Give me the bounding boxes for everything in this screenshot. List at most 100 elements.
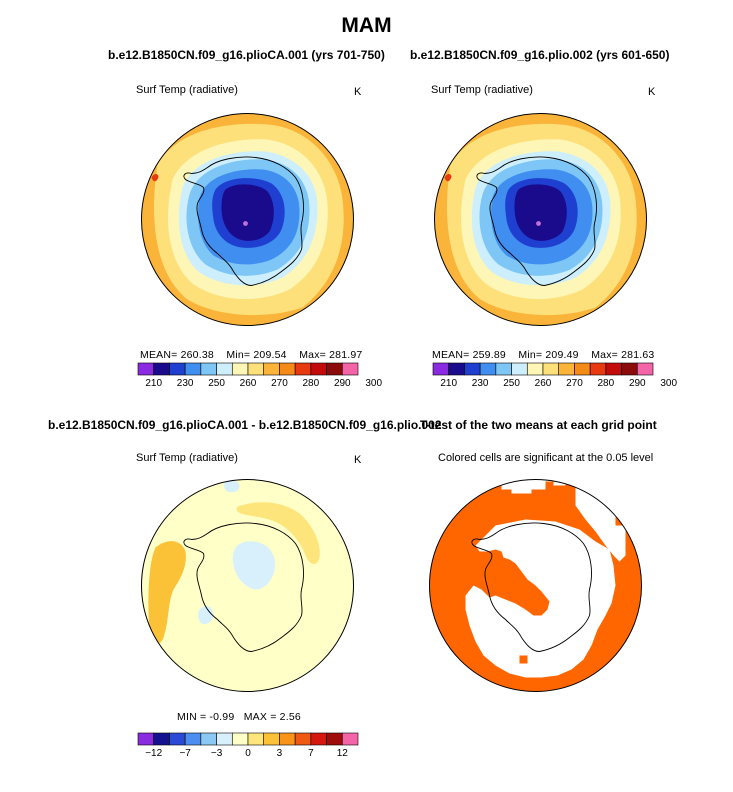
panel4-significance [429,479,642,692]
panel3-colorbar-ticks: −12 −7 −3 0 3 7 12 [138,748,358,762]
panel2-colorbar-ticks: 210 230 250 260 270 280 290 300 [433,378,677,392]
panel3-variable-label: Surf Temp (radiative) [136,452,238,464]
panel1-units-label: K [354,86,362,98]
colorbar-tick-label: 210 [440,378,458,389]
colorbar-tick-label: 280 [597,378,615,389]
band-3-7 [148,541,186,644]
colorbar-swatch [216,732,233,746]
colorbar-swatch [589,362,607,376]
non-significant-region-east [575,479,626,562]
panel1-title: b.e12.B1850CN.f09_g16.plioCA.001 (yrs 70… [108,48,385,62]
colorbar-swatch [341,732,359,746]
panel2-contours [434,113,647,326]
colorbar-tick-label: 300 [365,378,383,389]
colorbar-swatch [558,362,575,376]
max-value: 281.97 [329,349,363,361]
colorbar-swatch [479,362,497,376]
min-label: Min= [226,349,251,361]
colorbar-swatch [279,362,296,376]
colorbar-tick-label: 260 [534,378,552,389]
panel2-variable-label: Surf Temp (radiative) [431,84,533,96]
coastline [183,522,304,652]
min-value: 209.54 [253,349,287,361]
colorbar-swatch [137,362,155,376]
page-title: MAM [341,14,392,37]
colorbar-tick-label: 260 [239,378,257,389]
mean-value: 260.38 [180,349,214,361]
colorbar-swatch [153,362,170,376]
coastline [471,522,592,652]
colorbar-tick-label: 300 [660,378,678,389]
colorbar-swatch [341,362,359,376]
colorbar-swatch [294,732,312,746]
colorbar-swatch [216,362,233,376]
band-below-210 [243,221,248,226]
panel3-units-label: K [354,454,362,466]
mean-label: MEAN= [140,349,178,361]
panel1-stats: MEAN= 260.38 Min= 209.54 Max= 281.97 [140,349,362,361]
band-neg [232,541,276,590]
warm-spot [444,173,452,182]
colorbar-tick-label: 230 [176,378,194,389]
warm-spot [151,173,159,182]
colorbar-tick-label: 3 [276,748,283,759]
colorbar-tick-label: −7 [179,748,191,759]
colorbar-swatch [184,362,202,376]
panel2-title: b.e12.B1850CN.f09_g16.plio.002 (yrs 601-… [410,48,670,62]
colorbar-swatch [247,732,265,746]
colorbar-tick-label: 270 [271,378,288,389]
colorbar-swatch [310,732,327,746]
max-label: Max= [299,349,326,361]
colorbar-swatch [294,362,312,376]
non-significant-region [465,479,616,678]
colorbar-swatch [247,362,265,376]
panel3-contours [141,479,354,692]
colorbar-swatch [326,732,343,746]
colorbar-tick-label: 250 [503,378,520,389]
colorbar-swatch [511,362,528,376]
colorbar-tick-label: 290 [628,378,646,389]
colorbar-swatch [200,732,217,746]
colorbar-tick-label: 12 [336,748,348,759]
panel1-variable-label: Surf Temp (radiative) [136,84,238,96]
colorbar-swatch [432,362,450,376]
colorbar-swatch [153,732,170,746]
min-label: Min= [518,349,543,361]
colorbar-tick-label: 210 [145,378,163,389]
panel1-polar-map [141,113,354,326]
min-value: 209.49 [545,349,579,361]
panel2-stats: MEAN= 259.89 Min= 209.49 Max= 281.63 [432,349,654,361]
panel1-contours [141,113,354,326]
colorbar-swatch [263,732,280,746]
panel1-colorbar-ticks: 210 230 250 260 270 280 290 300 [138,378,382,392]
panel2-polar-map [434,113,647,326]
colorbar-swatch [636,362,654,376]
non-significant-cell [523,479,534,488]
band-0-3-warm [236,502,320,565]
colorbar-swatch [526,362,544,376]
coastline [183,156,304,286]
mean-label: MEAN= [432,349,470,361]
map-border [434,113,647,326]
panel4-subtitle: Colored cells are significant at the 0.0… [438,452,654,464]
band-neg-2 [198,606,214,625]
coastline [476,156,597,286]
map-border [141,479,354,692]
colorbar-swatch [310,362,327,376]
max-label: Max= [591,349,618,361]
colorbar-tick-label: −3 [210,748,223,759]
mean-value: 259.89 [472,349,506,361]
colorbar-swatch [542,362,560,376]
colorbar-swatch [448,362,465,376]
colorbar-swatch [263,362,280,376]
panel3-stats: MIN = -0.99 MAX = 2.56 [177,711,301,723]
band-210-220 [514,184,567,241]
min-value: -0.99 [209,711,235,723]
colorbar-tick-label: 7 [308,748,314,759]
significant-cell [519,655,528,664]
colorbar-swatch [605,362,622,376]
colorbar-swatch [495,362,512,376]
max-value: 281.63 [621,349,655,361]
colorbar-tick-label: 270 [566,378,583,389]
panel3-colorbar [137,732,359,746]
